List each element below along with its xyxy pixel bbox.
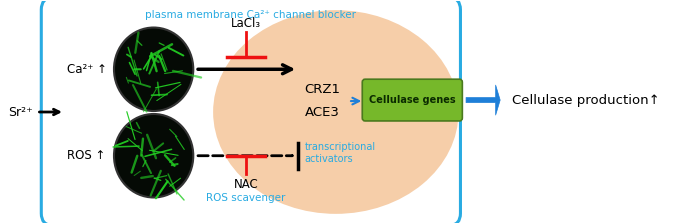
Text: Cellulase genes: Cellulase genes xyxy=(369,95,456,105)
Text: ROS scavenger: ROS scavenger xyxy=(206,194,286,203)
Text: plasma membrane Ca²⁺ channel blocker: plasma membrane Ca²⁺ channel blocker xyxy=(145,10,356,20)
Text: NAC: NAC xyxy=(234,178,258,191)
Circle shape xyxy=(114,114,193,198)
Text: ROS ↑: ROS ↑ xyxy=(66,149,105,162)
Text: Cellulase production↑: Cellulase production↑ xyxy=(512,94,660,107)
Ellipse shape xyxy=(213,10,458,214)
FancyBboxPatch shape xyxy=(41,0,460,224)
Text: Ca²⁺ ↑: Ca²⁺ ↑ xyxy=(66,63,107,76)
Text: Sr²⁺: Sr²⁺ xyxy=(8,106,33,118)
Text: LaCl₃: LaCl₃ xyxy=(231,17,261,30)
FancyBboxPatch shape xyxy=(362,79,462,121)
Circle shape xyxy=(114,28,193,111)
Text: CRZ1: CRZ1 xyxy=(305,83,340,96)
Text: ACE3: ACE3 xyxy=(305,106,340,118)
Text: transcriptional
activators: transcriptional activators xyxy=(305,142,376,164)
